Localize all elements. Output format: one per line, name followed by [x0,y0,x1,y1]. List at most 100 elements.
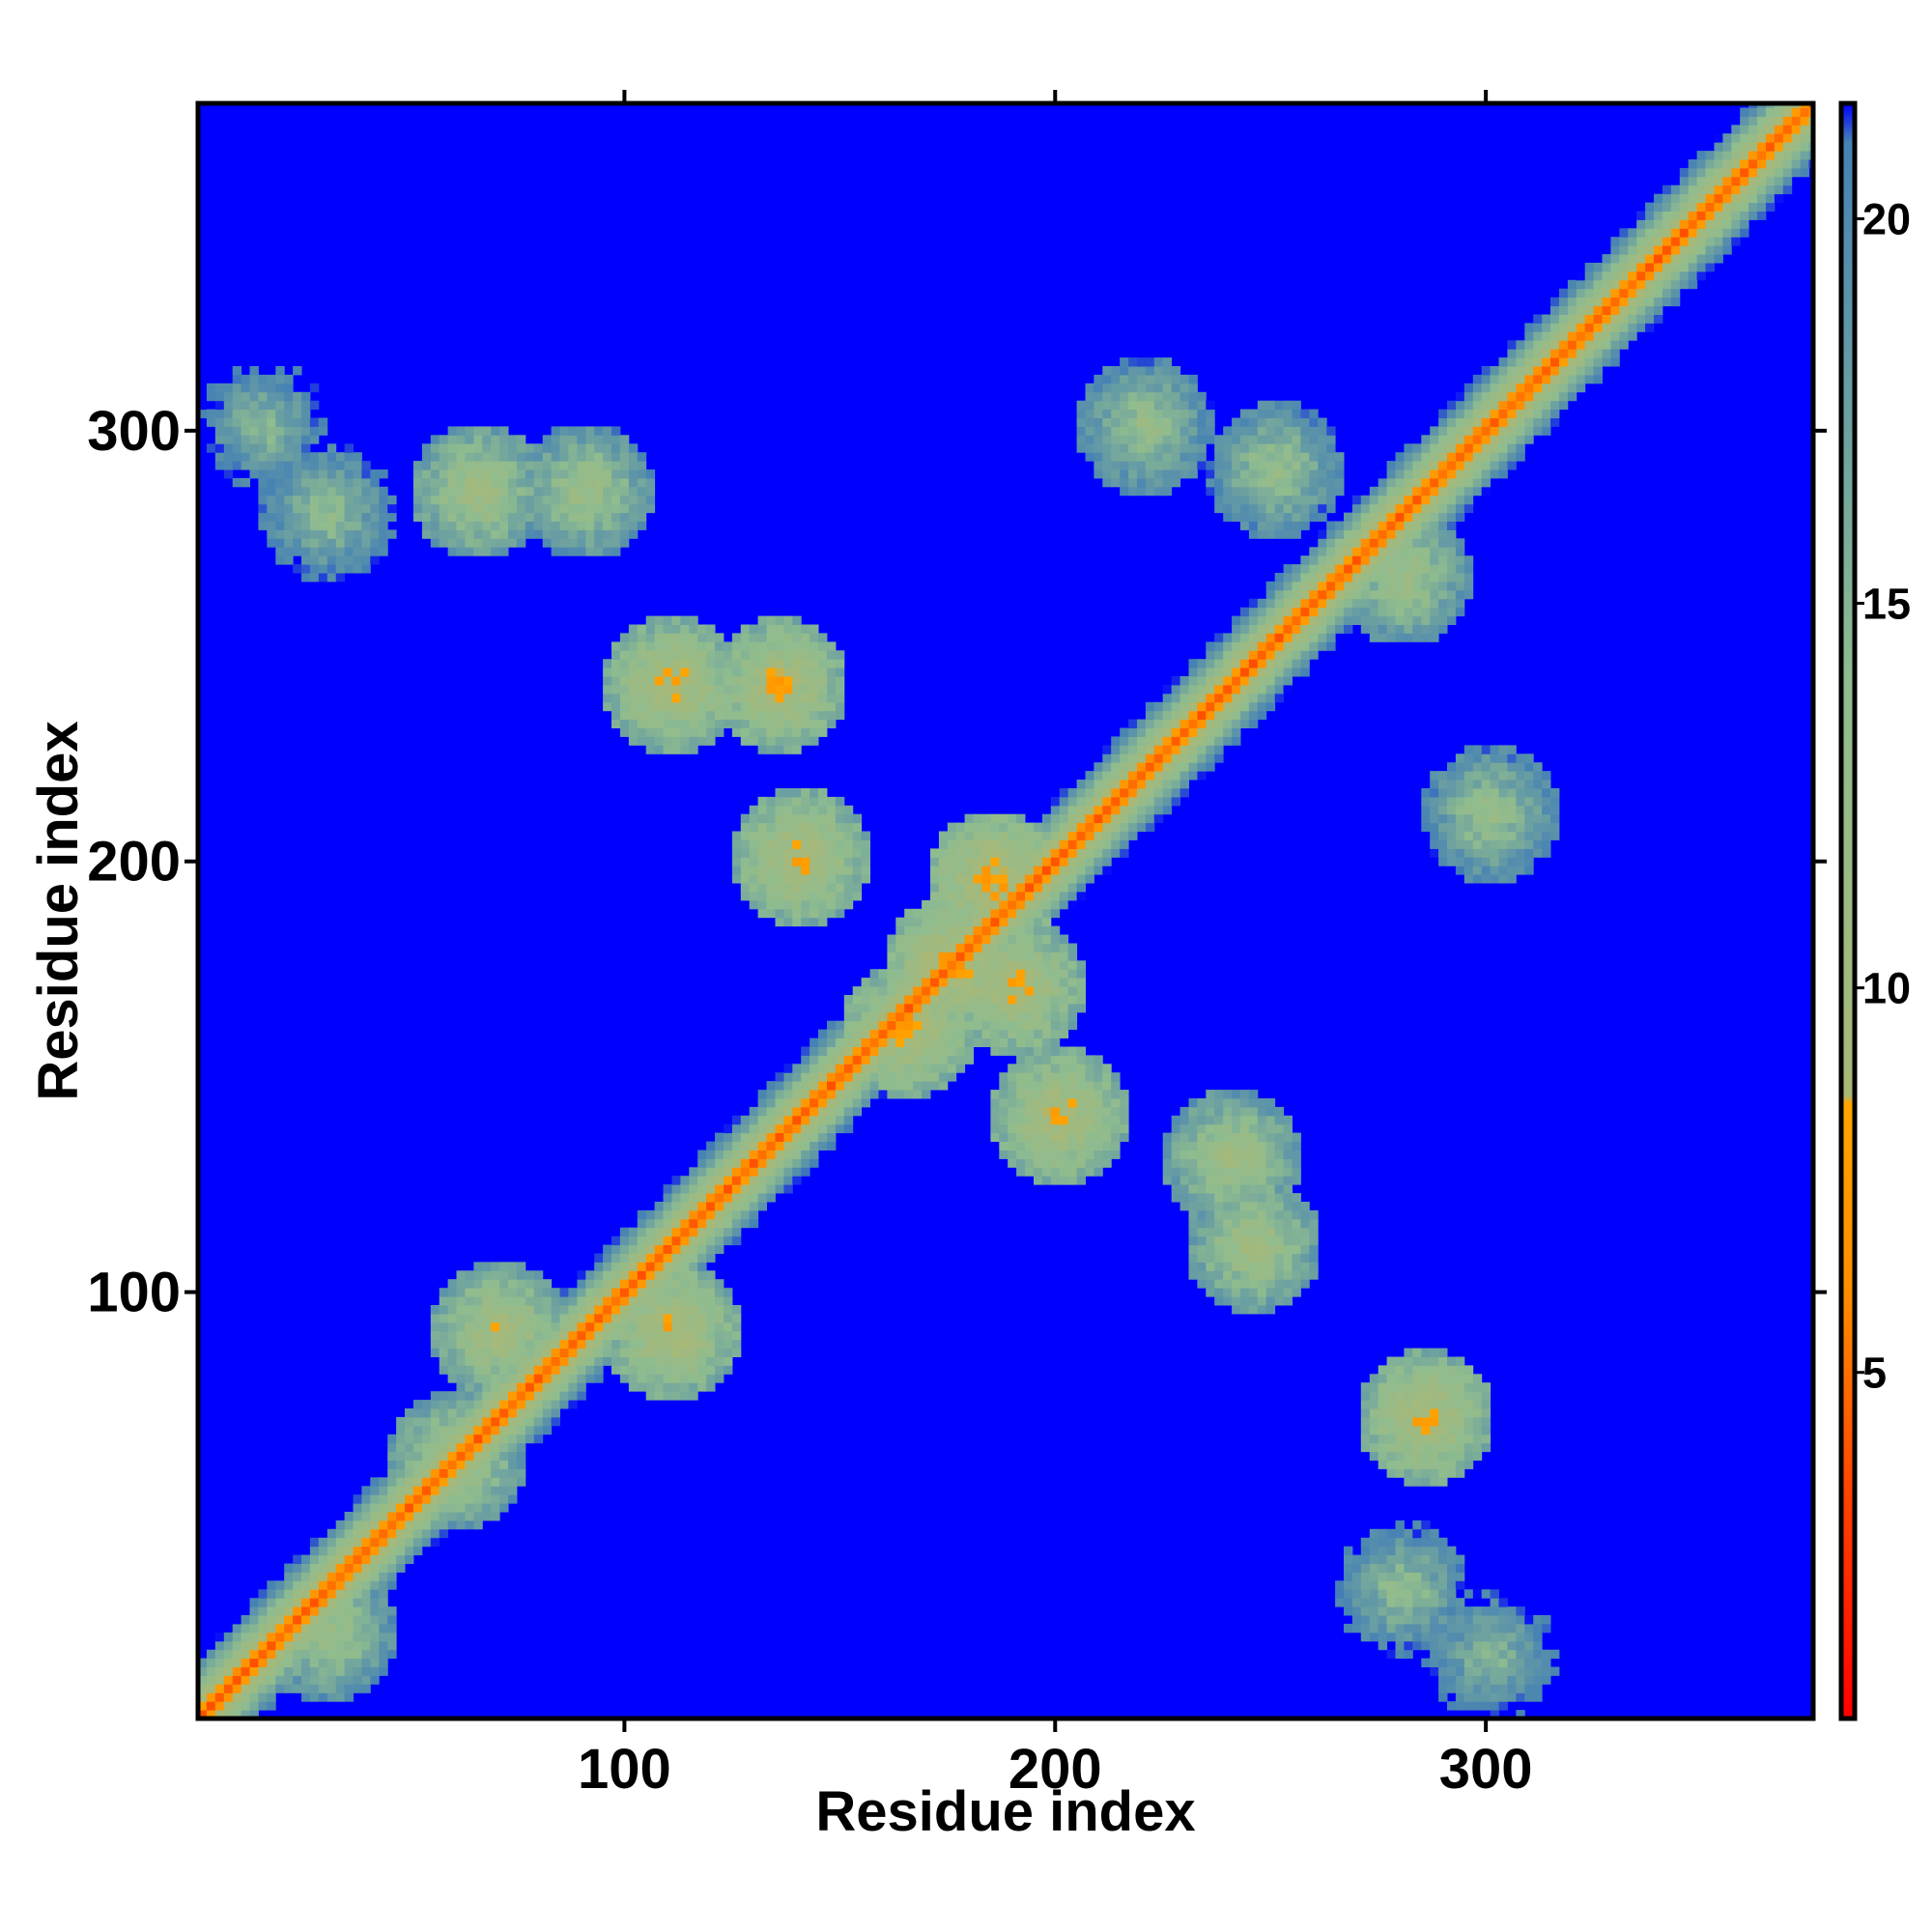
heatmap-cell [757,745,767,754]
heatmap-cell [1257,1227,1267,1237]
heatmap-cell [412,1460,423,1469]
heatmap-cell [1248,1132,1259,1142]
heatmap-cell [473,1451,483,1461]
heatmap-cell [412,1520,423,1530]
heatmap-cell [473,1270,483,1280]
heatmap-cell [603,1356,612,1366]
heatmap-cell [232,1675,242,1685]
heatmap-cell [577,477,586,488]
heatmap-cell [1102,469,1112,479]
heatmap-cell [775,1132,784,1142]
heatmap-cell [353,1675,362,1685]
heatmap-cell [430,529,440,539]
heatmap-cell [1214,1106,1224,1117]
heatmap-cell [405,1546,414,1556]
heatmap-cell [1162,701,1173,712]
heatmap-cell [1257,615,1267,625]
heatmap-cell [1085,1106,1094,1117]
heatmap-cell [637,736,647,746]
heatmap-cell [1128,831,1138,840]
heatmap-cell [1153,745,1164,754]
heatmap-cell [249,409,259,418]
heatmap-cell [869,1011,879,1022]
heatmap-cell [749,1176,759,1185]
heatmap-cell [525,443,535,453]
heatmap-cell [1197,753,1207,763]
heatmap-cell [611,435,621,444]
heatmap-cell [456,1391,466,1401]
heatmap-cell [412,1425,423,1435]
heatmap-cell [775,1115,784,1125]
heatmap-cell [740,710,751,721]
heatmap-cell [671,701,681,712]
heatmap-cell [922,1081,931,1091]
heatmap-cell [568,512,578,522]
heatmap-cell [1041,1046,1052,1056]
heatmap-cell [1214,1262,1224,1271]
heatmap-cell [198,1701,208,1711]
heatmap-cell [697,1176,707,1185]
heatmap-cell [792,745,802,754]
heatmap-cell [309,512,320,522]
heatmap-cell [447,1374,457,1383]
heatmap-cell [1179,1123,1189,1134]
heatmap-cell [757,650,767,660]
heatmap-cell [792,650,802,660]
heatmap-cell [473,486,483,497]
heatmap-cell [947,1003,957,1013]
heatmap-cell [861,986,870,996]
heatmap-cell [370,1615,380,1625]
heatmap-cell [654,1313,664,1323]
heatmap-cell [214,1649,225,1660]
heatmap-cell [964,857,974,867]
heatmap-cell [1179,684,1189,695]
heatmap-cell [792,719,802,728]
heatmap-cell [1171,452,1181,462]
heatmap-cell [724,1209,733,1220]
heatmap-cell [1265,1279,1276,1289]
heatmap-cell [396,1477,406,1487]
heatmap-cell [637,650,647,660]
heatmap-cell [1094,469,1103,479]
heatmap-cell [619,435,630,444]
heatmap-cell [335,555,346,565]
heatmap-cell [1265,443,1276,453]
heatmap-cell [499,1270,509,1280]
heatmap-cell [1248,1176,1259,1185]
heatmap-cell [922,1029,931,1038]
heatmap-cell [456,1382,466,1392]
heatmap-cell [740,650,751,660]
heatmap-cell [1274,461,1285,470]
heatmap-cell [938,1064,949,1073]
heatmap-cell [353,1528,362,1539]
heatmap-cell [689,676,698,686]
heatmap-cell [1153,486,1164,497]
heatmap-cell [938,883,949,893]
heatmap-cell [619,538,630,548]
heatmap-cell [603,1305,612,1315]
heatmap-cell [430,1477,440,1487]
heatmap-cell [1128,400,1138,411]
heatmap-cell [810,641,819,651]
heatmap-cell [1076,866,1086,875]
heatmap-cell [412,1468,423,1478]
heatmap-cell [1240,1227,1250,1237]
heatmap-cell [628,1365,639,1375]
heatmap-cell [1137,409,1147,418]
heatmap-cell [689,1382,698,1392]
heatmap-cell [895,960,905,970]
heatmap-cell [654,1262,664,1271]
heatmap-cell [1309,564,1319,574]
heatmap-cell [990,986,1000,996]
heatmap-cell [344,1554,354,1564]
heatmap-cell [223,1710,234,1719]
heatmap-cell [516,1356,526,1366]
heatmap-cell [619,1288,630,1297]
heatmap-cell [1153,727,1164,737]
heatmap-cell [835,899,845,910]
heatmap-cell [904,986,914,996]
heatmap-cell [628,1262,639,1271]
heatmap-cell [1309,409,1319,418]
heatmap-cell [671,1236,681,1246]
heatmap-cell [533,1408,544,1418]
